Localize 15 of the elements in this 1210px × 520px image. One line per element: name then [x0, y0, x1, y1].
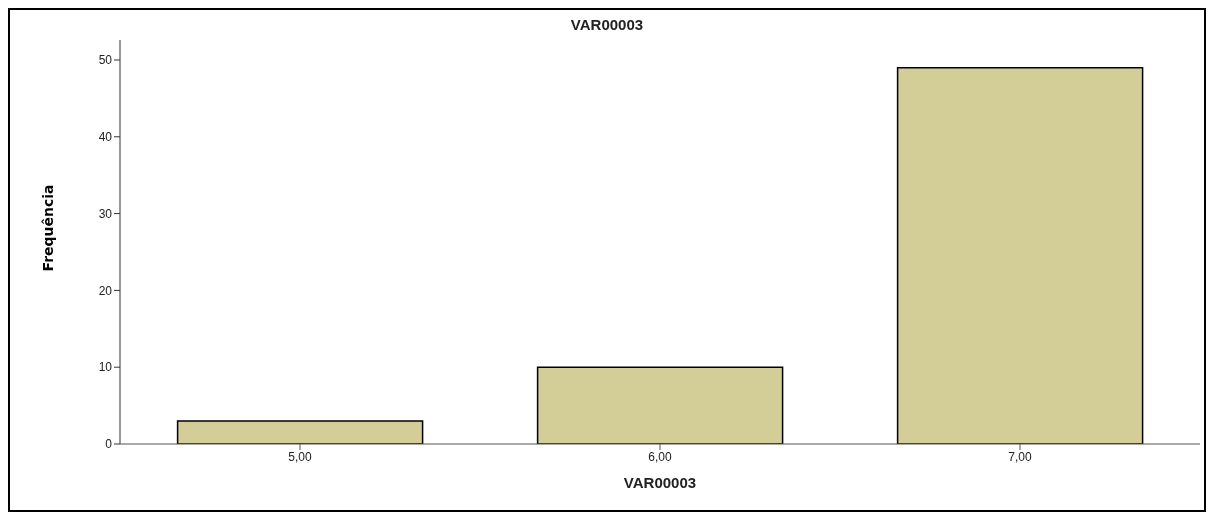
bar [536, 366, 784, 444]
chart-title: VAR00003 [569, 16, 645, 33]
bar [896, 66, 1144, 444]
x-tick-label: 6,00 [648, 449, 672, 464]
x-tick-label: 5,00 [288, 449, 312, 464]
bar [176, 420, 424, 444]
y-tick-label: 50 [98, 53, 113, 68]
y-tick-label: 20 [98, 283, 113, 298]
x-tick-label: 7,00 [1008, 449, 1032, 464]
y-tick-label: 40 [98, 130, 113, 145]
x-axis-title: VAR00003 [623, 474, 697, 491]
y-tick-label: 30 [98, 206, 113, 221]
y-tick-label: 0 [105, 437, 113, 452]
y-tick-label: 10 [98, 360, 113, 375]
y-axis-title: Frequência [40, 184, 56, 272]
